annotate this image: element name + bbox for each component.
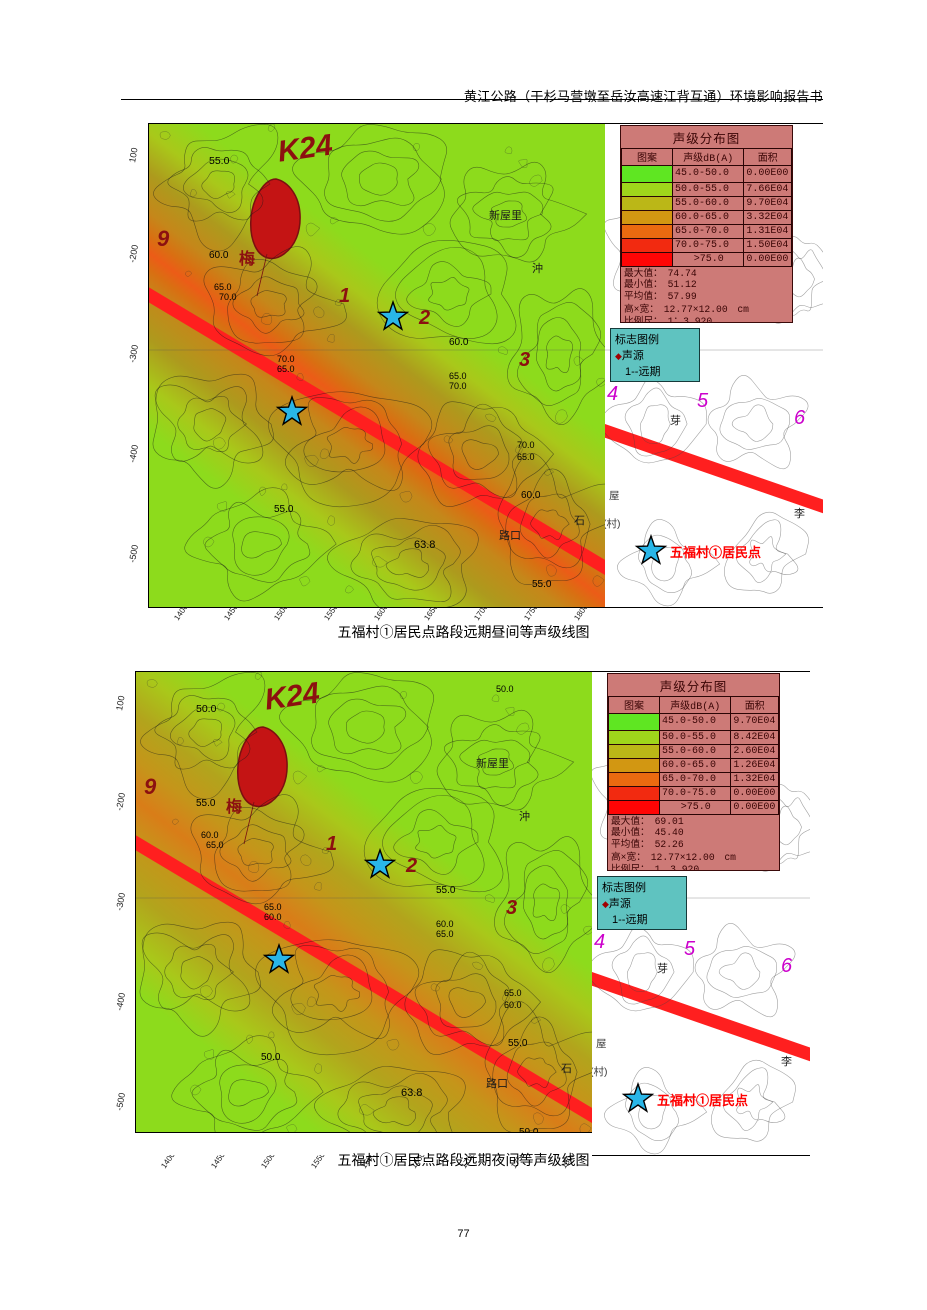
svg-text:60.0: 60.0	[504, 1000, 522, 1010]
svg-text:6: 6	[781, 955, 793, 977]
svg-text:63.8: 63.8	[401, 1087, 422, 1099]
svg-text:70.0: 70.0	[277, 354, 295, 364]
svg-text:50.0: 50.0	[519, 1127, 539, 1133]
svg-text:63.8: 63.8	[414, 539, 435, 551]
svg-text:李: 李	[781, 1054, 792, 1068]
svg-text:50.0: 50.0	[196, 703, 217, 715]
svg-text:50.0: 50.0	[261, 1052, 281, 1063]
svg-text:五福村①居民点: 五福村①居民点	[670, 545, 761, 560]
svg-text:60.0: 60.0	[209, 250, 229, 261]
svg-text:-300: -300	[114, 892, 127, 911]
svg-text:1650: 1650	[422, 607, 440, 622]
svg-text:1: 1	[339, 285, 350, 307]
svg-text:5: 5	[697, 390, 709, 412]
svg-text:60.0: 60.0	[201, 830, 219, 840]
svg-text:4: 4	[594, 931, 605, 953]
svg-text:55.0: 55.0	[274, 504, 294, 515]
svg-text:55.0: 55.0	[209, 155, 230, 167]
svg-text:1600: 1600	[372, 607, 390, 622]
svg-text:70.0: 70.0	[219, 292, 237, 302]
svg-text:梅: 梅	[226, 797, 242, 816]
svg-text:-500: -500	[114, 1092, 127, 1111]
svg-text:屋: 屋	[609, 490, 620, 502]
svg-text:-200: -200	[114, 792, 127, 811]
svg-text:65.0: 65.0	[206, 840, 224, 850]
svg-text:芽: 芽	[670, 413, 681, 427]
svg-text:55.0: 55.0	[532, 579, 552, 590]
svg-text:石: 石	[561, 1063, 572, 1075]
svg-text:1500: 1500	[272, 607, 290, 622]
svg-text:石: 石	[574, 515, 585, 527]
svg-text:70.0: 70.0	[517, 440, 535, 450]
svg-text:1400: 1400	[172, 607, 190, 622]
svg-text:3: 3	[506, 897, 517, 919]
svg-text:-200: -200	[127, 244, 140, 263]
svg-text:6: 6	[794, 407, 806, 429]
svg-text:65.0: 65.0	[277, 364, 295, 374]
svg-text:60.0: 60.0	[449, 337, 469, 348]
svg-text:2: 2	[405, 855, 417, 877]
svg-text:55.0: 55.0	[436, 885, 456, 896]
svg-text:-400: -400	[127, 444, 140, 463]
svg-text:65.0: 65.0	[264, 902, 282, 912]
svg-text:60.0: 60.0	[264, 912, 282, 922]
svg-text:100: 100	[114, 695, 126, 712]
svg-text:1750: 1750	[522, 607, 540, 622]
svg-text:55.0: 55.0	[196, 798, 216, 809]
svg-text:9: 9	[157, 226, 170, 251]
svg-text:梅: 梅	[239, 249, 255, 268]
svg-text:-400: -400	[114, 992, 127, 1011]
svg-text:(村): (村)	[605, 517, 621, 530]
svg-text:5: 5	[684, 938, 696, 960]
svg-text:路口: 路口	[499, 529, 521, 542]
svg-text:-300: -300	[127, 344, 140, 363]
svg-text:1700: 1700	[472, 607, 490, 622]
svg-text:65.0: 65.0	[436, 929, 454, 939]
svg-text:路口: 路口	[486, 1077, 508, 1090]
svg-text:65.0: 65.0	[517, 452, 535, 462]
svg-text:2: 2	[418, 307, 430, 329]
svg-text:50.0: 50.0	[496, 684, 514, 694]
svg-text:新屋里: 新屋里	[476, 756, 509, 770]
svg-text:65.0: 65.0	[449, 371, 467, 381]
svg-text:3: 3	[519, 349, 530, 371]
svg-text:60.0: 60.0	[521, 490, 541, 501]
svg-text:1800: 1800	[572, 607, 590, 622]
svg-text:65.0: 65.0	[214, 282, 232, 292]
svg-text:沖: 沖	[532, 262, 543, 275]
svg-text:4: 4	[607, 383, 618, 405]
svg-text:五福村①居民点: 五福村①居民点	[657, 1093, 748, 1108]
svg-text:9: 9	[144, 774, 157, 799]
svg-text:沖: 沖	[519, 810, 530, 823]
svg-text:-500: -500	[127, 544, 140, 563]
svg-text:(村): (村)	[592, 1065, 608, 1078]
svg-text:李: 李	[794, 506, 805, 520]
svg-text:100: 100	[127, 147, 139, 164]
svg-text:新屋里: 新屋里	[489, 208, 522, 222]
svg-text:65.0: 65.0	[504, 988, 522, 998]
svg-text:1550: 1550	[322, 607, 340, 622]
svg-text:1450: 1450	[222, 607, 240, 622]
svg-text:1: 1	[326, 833, 337, 855]
svg-text:屋: 屋	[596, 1038, 607, 1050]
svg-text:芽: 芽	[657, 961, 668, 975]
svg-text:70.0: 70.0	[449, 381, 467, 391]
svg-text:55.0: 55.0	[508, 1038, 528, 1049]
svg-text:60.0: 60.0	[436, 919, 454, 929]
